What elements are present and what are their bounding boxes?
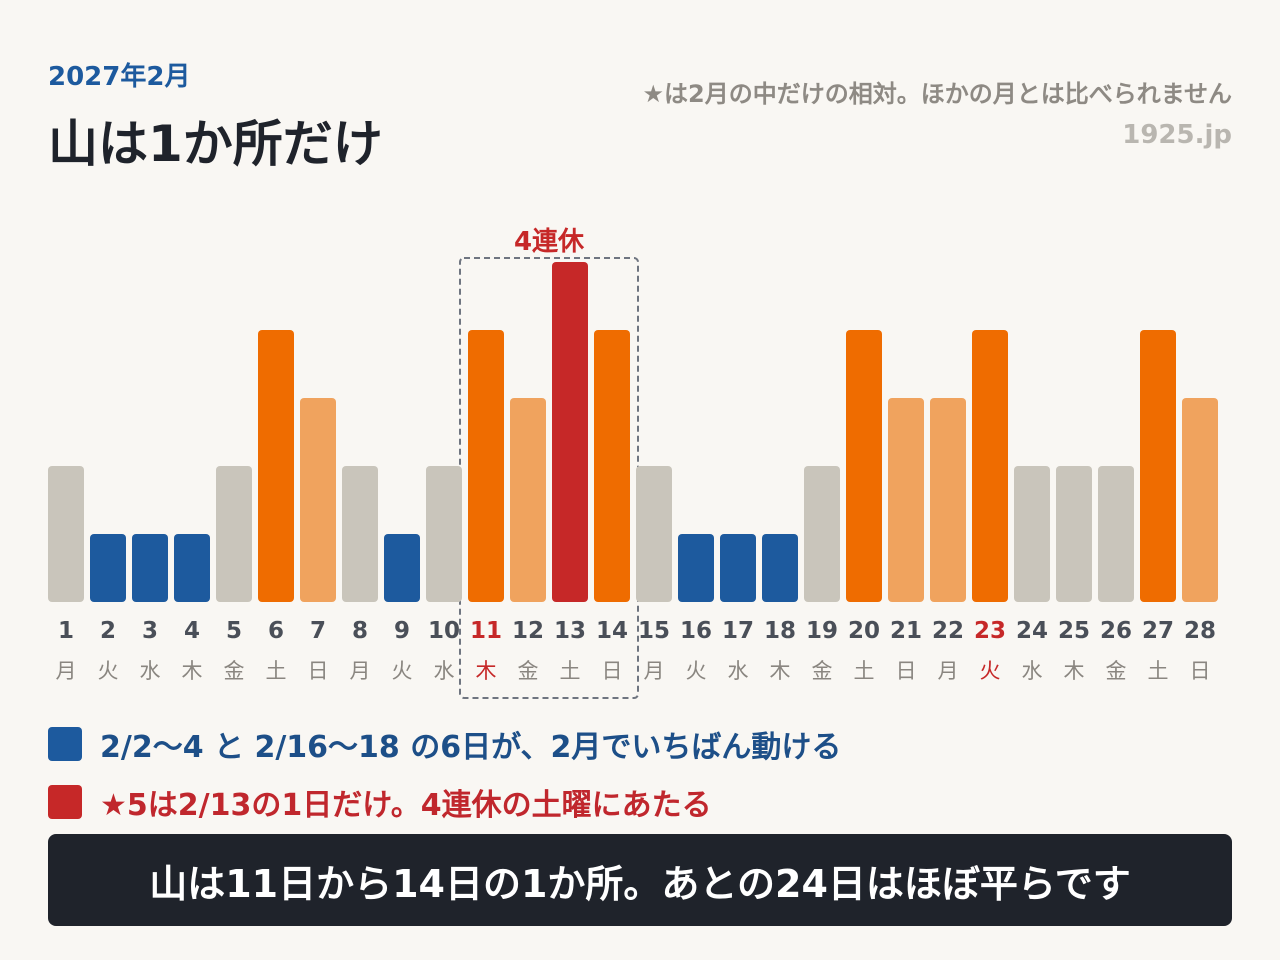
day-label-28: 28 <box>1184 618 1216 644</box>
day-label-7: 7 <box>310 618 326 644</box>
day-label-21: 21 <box>890 618 922 644</box>
bar-day-17 <box>720 534 756 602</box>
weekday-label-2: 火 <box>98 659 119 683</box>
bar-day-11 <box>468 330 504 602</box>
day-label-9: 9 <box>394 618 410 644</box>
weekday-label-5: 金 <box>224 659 245 683</box>
weekday-label-21: 日 <box>896 659 917 683</box>
weekday-label-24: 水 <box>1022 659 1043 683</box>
weekday-label-20: 土 <box>854 659 875 683</box>
bar-day-4 <box>174 534 210 602</box>
weekday-label-6: 土 <box>266 659 287 683</box>
weekday-label-10: 水 <box>434 659 455 683</box>
relative-scale-note: ★は2月の中だけの相対。ほかの月とは比べられません <box>642 80 1233 108</box>
weekday-label-26: 金 <box>1106 659 1127 683</box>
weekday-label-25: 木 <box>1064 659 1085 683</box>
weekday-label-16: 火 <box>686 659 707 683</box>
weekday-label-13: 土 <box>560 659 581 683</box>
day-label-27: 27 <box>1142 618 1174 644</box>
daily-bar-chart: 4連休1月2火3水4木5金6土7日8月9火10水11木12金13土14日15月1… <box>48 227 1218 699</box>
day-label-10: 10 <box>428 618 460 644</box>
day-label-14: 14 <box>596 618 628 644</box>
bar-day-7 <box>300 398 336 602</box>
day-label-12: 12 <box>512 618 544 644</box>
bar-day-16 <box>678 534 714 602</box>
chart-title: 山は1か所だけ <box>48 115 383 173</box>
bar-day-14 <box>594 330 630 602</box>
day-label-20: 20 <box>848 618 880 644</box>
weekday-label-1: 月 <box>56 659 77 683</box>
day-label-15: 15 <box>638 618 670 644</box>
legend-red: ★5は2/13の1日だけ。4連休の土曜にあたる <box>48 780 712 824</box>
bar-day-26 <box>1098 466 1134 602</box>
weekday-label-12: 金 <box>518 659 539 683</box>
bar-day-20 <box>846 330 882 602</box>
weekday-label-18: 木 <box>770 659 791 683</box>
day-label-22: 22 <box>932 618 964 644</box>
day-label-2: 2 <box>100 618 116 644</box>
legend-blue-swatch <box>48 727 82 761</box>
weekday-label-22: 月 <box>938 659 959 683</box>
weekday-label-15: 月 <box>644 659 665 683</box>
weekday-label-14: 日 <box>602 659 623 683</box>
day-label-26: 26 <box>1100 618 1132 644</box>
chart-month-label: 2027年2月 <box>48 62 191 92</box>
weekday-label-19: 金 <box>812 659 833 683</box>
day-label-23: 23 <box>974 618 1006 644</box>
bar-day-15 <box>636 466 672 602</box>
bar-day-8 <box>342 466 378 602</box>
weekday-label-3: 水 <box>140 659 161 683</box>
bar-day-2 <box>90 534 126 602</box>
day-label-24: 24 <box>1016 618 1048 644</box>
legend-red-text: ★5は2/13の1日だけ。4連休の土曜にあたる <box>100 788 712 823</box>
bar-day-6 <box>258 330 294 602</box>
bar-day-1 <box>48 466 84 602</box>
bar-day-9 <box>384 534 420 602</box>
bar-day-12 <box>510 398 546 602</box>
day-label-1: 1 <box>58 618 74 644</box>
legend-blue: 2/2〜4 と 2/16〜18 の6日が、2月でいちばん動ける <box>48 722 841 766</box>
bar-day-19 <box>804 466 840 602</box>
day-label-13: 13 <box>554 618 586 644</box>
day-label-5: 5 <box>226 618 242 644</box>
weekday-label-8: 月 <box>350 659 371 683</box>
day-label-4: 4 <box>184 618 200 644</box>
bar-day-28 <box>1182 398 1218 602</box>
legend-red-swatch <box>48 785 82 819</box>
bar-day-10 <box>426 466 462 602</box>
day-label-8: 8 <box>352 618 368 644</box>
day-label-18: 18 <box>764 618 796 644</box>
day-label-25: 25 <box>1058 618 1090 644</box>
bar-day-25 <box>1056 466 1092 602</box>
bar-day-18 <box>762 534 798 602</box>
legend-blue-text: 2/2〜4 と 2/16〜18 の6日が、2月でいちばん動ける <box>100 730 842 765</box>
weekday-label-27: 土 <box>1148 659 1169 683</box>
weekday-label-11: 木 <box>476 659 497 683</box>
highlight-label: 4連休 <box>514 227 585 257</box>
bar-day-24 <box>1014 466 1050 602</box>
weekday-label-7: 日 <box>308 659 329 683</box>
summary-text: 山は11日から14日の1か所。あとの24日はほぼ平らです <box>149 861 1131 906</box>
weekday-label-17: 水 <box>728 659 749 683</box>
weekday-label-4: 木 <box>182 659 203 683</box>
day-label-3: 3 <box>142 618 158 644</box>
day-label-17: 17 <box>722 618 754 644</box>
bar-day-23 <box>972 330 1008 602</box>
weekday-label-9: 火 <box>392 659 413 683</box>
day-label-16: 16 <box>680 618 712 644</box>
weekday-label-23: 火 <box>980 659 1001 683</box>
weekday-label-28: 日 <box>1190 659 1211 683</box>
day-label-11: 11 <box>470 618 502 644</box>
bar-day-3 <box>132 534 168 602</box>
day-label-6: 6 <box>268 618 284 644</box>
summary-banner: 山は11日から14日の1か所。あとの24日はほぼ平らです <box>48 834 1232 926</box>
bar-day-5 <box>216 466 252 602</box>
bar-day-22 <box>930 398 966 602</box>
bar-day-27 <box>1140 330 1176 602</box>
bar-day-21 <box>888 398 924 602</box>
source-label: 1925.jp <box>1122 120 1232 150</box>
bar-day-13 <box>552 262 588 602</box>
day-label-19: 19 <box>806 618 838 644</box>
